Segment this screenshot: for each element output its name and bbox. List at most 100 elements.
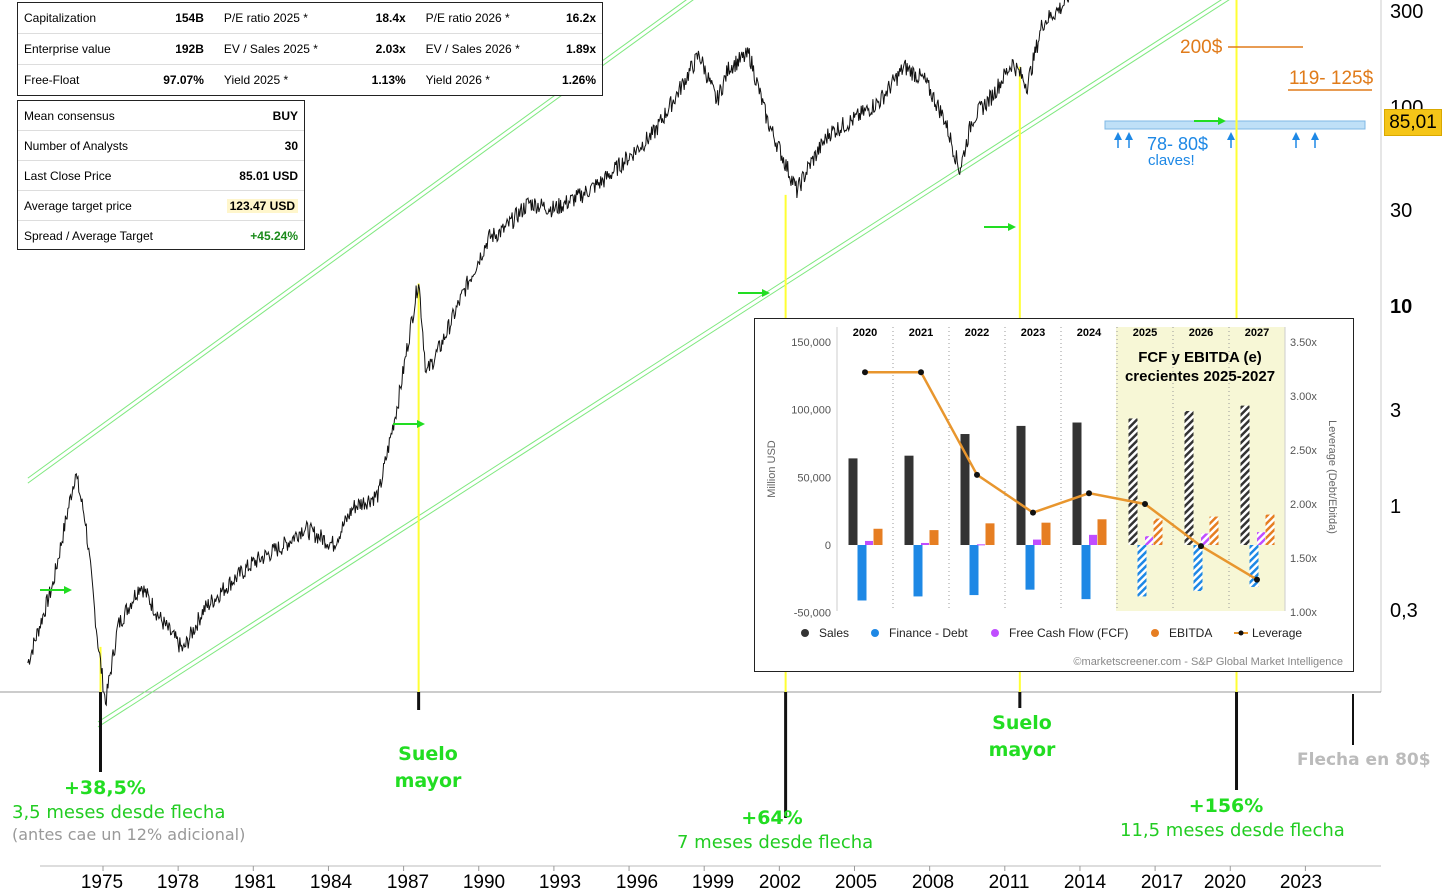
suelo-2-line2: mayor: [988, 739, 1056, 761]
inset-year-label: 2024: [1077, 327, 1102, 339]
x-tick-1984: 1984: [309, 872, 353, 893]
x-tick-1996: 1996: [615, 872, 659, 893]
ratio-label: Enterprise value: [24, 42, 111, 56]
ratio-label: Free-Float: [24, 73, 80, 87]
bar-ebitda: [929, 530, 939, 545]
label-119-125: 119- 125$: [1289, 68, 1374, 89]
blue-arrow-up-icon: [1114, 132, 1122, 148]
leverage-point: [1142, 501, 1148, 507]
consensus-label: Average target price: [24, 198, 132, 213]
ann-1975-pct: +38,5%: [64, 777, 146, 799]
y-tick-300: 300: [1390, 1, 1424, 23]
x-tick-2005: 2005: [834, 872, 878, 893]
suelo-1-line2: mayor: [394, 770, 462, 792]
x-tick-2020: 2020: [1203, 872, 1247, 893]
channel-lower-line: [97, 0, 1230, 728]
consensus-value: 123.47 USD: [196, 198, 304, 213]
ann-2002-pct: +64%: [741, 807, 803, 829]
consensus-row: Average target price 123.47 USD: [18, 191, 304, 221]
bar-ebitda: [1097, 519, 1107, 545]
x-tick-2023: 2023: [1279, 872, 1323, 893]
leverage-point: [862, 369, 868, 376]
bar-free-cash-flow-fcf-: [1033, 539, 1041, 545]
blue-arrows: [1114, 132, 1319, 148]
bar-sales: [1184, 411, 1194, 545]
green-arrow-head: [762, 289, 770, 297]
bar-free-cash-flow-fcf-: [1145, 536, 1153, 545]
leverage-line: [865, 370, 1258, 581]
green-arrow-head: [417, 420, 425, 428]
ratio-label: P/E ratio 2026 *: [425, 11, 510, 25]
bar-sales: [1016, 425, 1026, 545]
bar-finance-debt: [1081, 545, 1091, 600]
ratios-row: Free-Float 97.07% Yield 2025 * 1.13% Yie…: [18, 65, 602, 95]
inset-y-tick-label: 50,000: [797, 472, 831, 484]
consensus-label: Number of Analysts: [24, 138, 129, 153]
price-line: [27, 0, 1069, 707]
bar-free-cash-flow-fcf-: [1257, 532, 1265, 545]
inset-y2-tick-label: 1.00x: [1290, 607, 1317, 619]
inset-y2label: Leverage (Debt/Ebitda): [1326, 420, 1338, 534]
x-tick-1993: 1993: [538, 872, 582, 893]
bar-finance-debt: [1137, 545, 1147, 597]
consensus-value: BUY: [272, 108, 298, 123]
consensus-table: Mean consensus BUY Number of Analysts 30…: [17, 100, 305, 250]
bar-ebitda: [1153, 518, 1163, 545]
blue-arrow-up-icon: [1227, 132, 1235, 148]
inset-year-label: 2021: [909, 327, 933, 339]
ratio-value: 18.4x: [375, 11, 406, 25]
consensus-row: Spread / Average Target +45.24%: [18, 221, 304, 250]
bar-ebitda: [1265, 514, 1275, 545]
blue-arrow-up-icon: [1125, 132, 1133, 148]
inset-y-tick-label: 0: [825, 540, 831, 552]
bar-finance-debt: [1249, 545, 1259, 587]
consensus-row: Last Close Price 85.01 USD: [18, 161, 304, 191]
last-price-badge: 85,01: [1384, 109, 1442, 136]
fundamentals-inset: 2020 2021 2022 2023 2024 2025 2026 2027 150,000…: [754, 318, 1354, 672]
leverage-point: [1086, 490, 1092, 497]
inset-year-labels: 2020 2021 2022 2023 2024 2025 2026 2027: [853, 327, 1269, 339]
leverage-point: [974, 471, 980, 478]
consensus-row: Mean consensus BUY: [18, 101, 304, 131]
inset-y2-tick-label: 1.50x: [1290, 553, 1317, 565]
bar-finance-debt: [1193, 545, 1203, 592]
consensus-label: Mean consensus: [24, 108, 115, 123]
bar-free-cash-flow-fcf-: [865, 540, 873, 545]
label-200: 200$: [1180, 37, 1223, 58]
ann-2002-text: 7 meses desde flecha: [677, 832, 874, 853]
x-tick-1981: 1981: [233, 872, 277, 893]
x-tick-1987: 1987: [386, 872, 430, 893]
ratio-value: 1.89x: [565, 42, 597, 56]
consensus-row: Number of Analysts 30: [18, 131, 304, 161]
bar-finance-debt: [913, 545, 923, 597]
inset-chart: 2020 2021 2022 2023 2024 2025 2026 2027 150,000…: [766, 327, 1343, 668]
bar-ebitda: [1041, 522, 1051, 545]
bar-ebitda: [873, 528, 883, 545]
bar-sales: [1072, 422, 1082, 545]
bar-ebitda: [1209, 516, 1219, 545]
inset-y2-tick-label: 2.00x: [1290, 499, 1317, 511]
blue-arrow-head: [1311, 132, 1319, 140]
legend-label: Finance - Debt: [889, 626, 968, 640]
legend-swatch-dot: [1238, 630, 1244, 636]
bar-free-cash-flow-fcf-: [1089, 534, 1097, 545]
channel-lower-line: [97, 0, 1222, 723]
ratio-label: EV / Sales 2026 *: [425, 42, 520, 56]
ratio-value: 1.13%: [371, 73, 406, 87]
ratio-value: 192B: [175, 42, 204, 56]
bar-sales: [904, 455, 914, 545]
ann-2020-pct: +156%: [1188, 795, 1264, 817]
bar-finance-debt: [857, 545, 867, 601]
ratio-value: 1.26%: [561, 73, 597, 87]
ann-1975-text: 3,5 meses desde flecha: [12, 802, 226, 823]
support-band: [1104, 120, 1366, 130]
inset-y2-tick-label: 3.00x: [1290, 391, 1317, 403]
inset-y-tick-label: -50,000: [794, 608, 831, 620]
flecha-label: Flecha en 80$: [1297, 750, 1431, 770]
y-tick-1: 1: [1390, 496, 1402, 518]
label-78-80: 78- 80$: [1147, 134, 1208, 154]
x-tick-1999: 1999: [691, 872, 735, 893]
bar-sales: [848, 458, 858, 545]
price-series: [27, 0, 1069, 707]
x-axis-ticks: [102, 866, 1306, 871]
